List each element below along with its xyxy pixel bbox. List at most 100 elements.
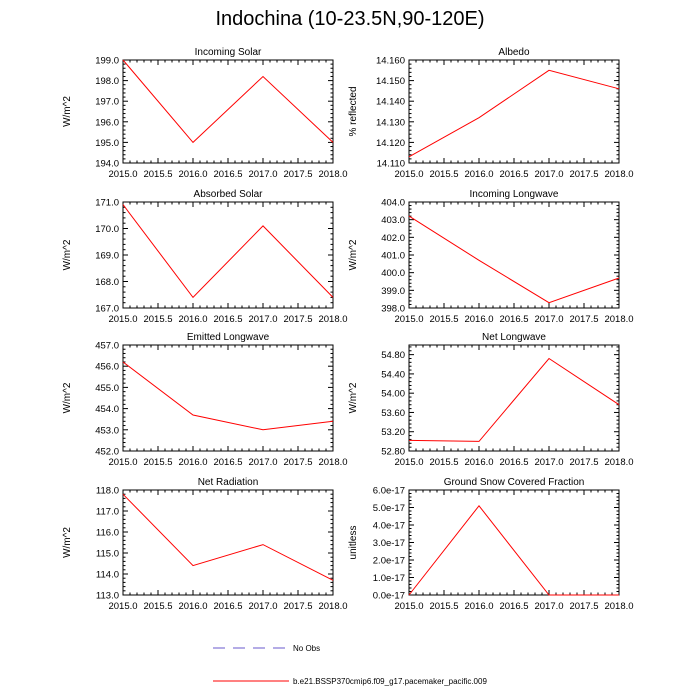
chart-title: Absorbed Solar: [194, 189, 264, 200]
x-tick-label: 2018.0: [318, 457, 347, 468]
x-tick-label: 2017.5: [569, 601, 598, 612]
x-tick-label: 2016.0: [178, 457, 207, 468]
y-tick-label: 399.0: [381, 286, 405, 297]
x-tick-label: 2017.0: [248, 457, 277, 468]
plot-frame: [122, 489, 334, 596]
y-tick-label: 455.0: [95, 383, 119, 394]
x-tick-label: 2015.0: [394, 169, 423, 180]
x-tick-label: 2018.0: [318, 169, 347, 180]
x-tick-label: 2016.5: [213, 457, 242, 468]
y-tick-label: 171.0: [95, 198, 119, 209]
y-tick-label: 403.0: [381, 215, 405, 226]
plot-frame: [408, 489, 620, 596]
x-tick-label: 2017.5: [569, 457, 598, 468]
y-tick-label: 196.0: [95, 117, 119, 128]
y-tick-label: 199.0: [95, 56, 119, 67]
x-tick-label: 2017.0: [534, 314, 563, 325]
y-tick-label: 170.0: [95, 224, 119, 235]
plot-frame: [122, 344, 334, 452]
plot-frame: [122, 201, 334, 309]
x-tick-label: 2018.0: [604, 601, 633, 612]
x-tick-label: 2018.0: [604, 169, 633, 180]
x-tick-label: 2017.5: [283, 169, 312, 180]
y-tick-label: 115.0: [96, 549, 119, 560]
x-tick-label: 2015.5: [143, 457, 172, 468]
x-tick-label: 2015.5: [429, 314, 458, 325]
chart-panel-7: Net Radiation W/m^2 2015.0 2015.5 2016.0 2016…: [62, 477, 348, 612]
x-tick-label: 2017.5: [569, 169, 598, 180]
plot-frame: [408, 201, 620, 309]
y-tick-label: 3.0e-17: [373, 538, 405, 549]
y-tick-label: 116.0: [96, 528, 119, 539]
y-tick-label: 402.0: [381, 233, 405, 244]
x-tick-label: 2016.5: [213, 169, 242, 180]
y-axis-label: W/m^2: [62, 527, 73, 558]
y-tick-label: 401.0: [381, 251, 405, 262]
x-tick-label: 2016.0: [178, 601, 207, 612]
chart-panel-5: Emitted Longwave W/m^2 2015.0 2015.5 2016.0 2…: [62, 332, 348, 468]
series-line: [408, 357, 620, 442]
x-tick-label: 2018.0: [604, 314, 633, 325]
chart-title: Ground Snow Covered Fraction: [444, 477, 585, 488]
x-tick-label: 2015.5: [429, 457, 458, 468]
series-line: [408, 504, 619, 596]
y-tick-label: 452.0: [95, 447, 119, 458]
y-axis-label: W/m^2: [62, 382, 73, 413]
x-tick-label: 2015.0: [108, 601, 137, 612]
chart-title: Albedo: [498, 47, 530, 58]
chart-panel-4: Incoming Longwave W/m^2 2015.0 2015.5 2016.0…: [348, 189, 634, 325]
x-tick-label: 2015.5: [143, 169, 172, 180]
y-tick-label: 117.0: [96, 507, 119, 518]
chart-title: Emitted Longwave: [187, 332, 270, 343]
y-tick-label: 0.0e-17: [373, 591, 405, 602]
y-axis-label: W/m^2: [62, 239, 73, 270]
y-tick-label: 5.0e-17: [373, 503, 405, 514]
x-tick-label: 2015.0: [394, 314, 423, 325]
y-tick-label: 454.0: [95, 404, 119, 415]
y-tick-label: 114.0: [96, 570, 119, 581]
chart-title: Net Radiation: [198, 477, 259, 488]
y-tick-label: 54.80: [381, 350, 405, 361]
y-tick-label: 54.00: [381, 389, 405, 400]
y-tick-label: 14.130: [376, 117, 405, 128]
x-tick-label: 2016.5: [499, 457, 528, 468]
y-tick-label: 400.0: [381, 268, 405, 279]
y-axis-label: W/m^2: [348, 239, 359, 270]
x-tick-label: 2015.5: [429, 601, 458, 612]
chart-title: Incoming Longwave: [470, 189, 559, 200]
x-tick-label: 2017.0: [534, 457, 563, 468]
y-tick-label: 456.0: [95, 362, 119, 373]
x-tick-label: 2018.0: [318, 601, 347, 612]
y-tick-label: 53.20: [381, 427, 405, 438]
x-tick-label: 2017.5: [283, 457, 312, 468]
y-tick-label: 52.80: [381, 447, 405, 458]
x-tick-label: 2017.0: [534, 169, 563, 180]
x-tick-label: 2015.0: [108, 457, 137, 468]
x-tick-label: 2016.5: [499, 169, 528, 180]
y-tick-label: 453.0: [95, 425, 119, 436]
x-tick-label: 2016.5: [213, 314, 242, 325]
y-tick-label: 167.0: [95, 304, 119, 315]
plot-frame: [408, 344, 620, 452]
x-tick-label: 2017.5: [283, 601, 312, 612]
chart-panel-2: Albedo % reflected 2015.0 2015.5 2016.0 2016.…: [348, 47, 634, 180]
y-tick-label: 398.0: [381, 304, 405, 315]
chart-title: Incoming Solar: [195, 47, 262, 58]
series-line: [122, 493, 334, 581]
x-tick-label: 2015.0: [394, 457, 423, 468]
x-tick-label: 2015.0: [108, 314, 137, 325]
series-line: [408, 215, 620, 304]
y-tick-label: 1.0e-17: [373, 573, 405, 584]
y-tick-label: 14.160: [376, 56, 405, 67]
y-tick-label: 168.0: [95, 277, 119, 288]
x-tick-label: 2017.5: [283, 314, 312, 325]
y-tick-label: 404.0: [381, 198, 405, 209]
y-tick-label: 169.0: [95, 251, 119, 262]
page-title: Indochina (10-23.5N,90-120E): [215, 8, 485, 30]
y-tick-label: 195.0: [95, 138, 119, 149]
y-axis-label: % reflected: [348, 86, 359, 136]
x-tick-label: 2016.0: [464, 314, 493, 325]
x-tick-label: 2017.0: [534, 601, 563, 612]
x-tick-label: 2016.5: [499, 314, 528, 325]
y-tick-label: 118.0: [96, 486, 119, 497]
